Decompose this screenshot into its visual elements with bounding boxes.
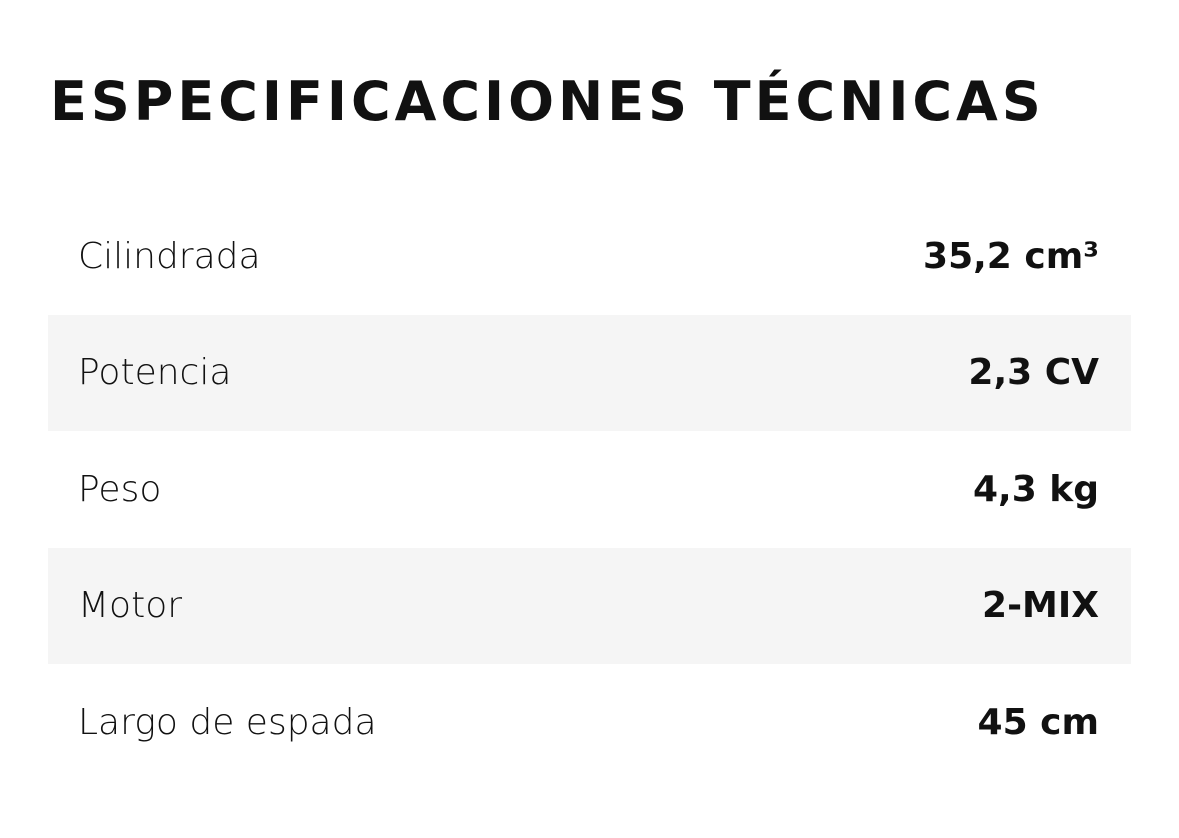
spec-value: 45 cm [977, 701, 1099, 743]
spec-label: Peso [78, 468, 162, 510]
spec-row: Cilindrada 35,2 cm³ [48, 198, 1131, 315]
spec-label: Potencia [78, 352, 232, 394]
spec-label: Cilindrada [78, 235, 261, 277]
spec-row: Peso 4,3 kg [48, 431, 1131, 548]
spec-row: Motor 2-MIX [48, 547, 1131, 664]
spec-table: Cilindrada 35,2 cm³ Potencia 2,3 CV Peso 4,3 … [48, 198, 1131, 781]
spec-row: Potencia 2,3 CV [48, 314, 1131, 431]
spec-value: 35,2 cm³ [923, 235, 1099, 277]
title: ESPECIFICACIONES TÉCNICAS [50, 70, 1045, 133]
spec-value: 2,3 CV [968, 352, 1099, 394]
spec-label: Largo de espada [78, 701, 377, 743]
spec-row: Largo de espada 45 cm [48, 664, 1131, 781]
spec-label: Motor [78, 585, 183, 627]
spec-value: 4,3 kg [972, 468, 1099, 510]
spec-value: 2-MIX [982, 585, 1099, 627]
